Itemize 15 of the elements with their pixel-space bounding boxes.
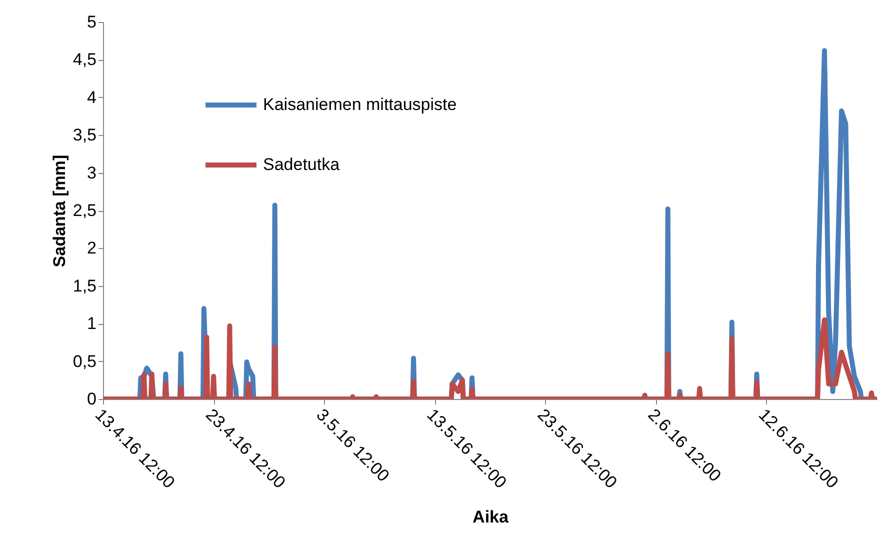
x-axis-title: Aika — [472, 508, 509, 526]
y-tick-label: 2 — [87, 238, 96, 258]
y-tick-label: 2,5 — [72, 201, 96, 220]
y-tick-label: 0,5 — [72, 352, 96, 371]
y-tick-label: 3,5 — [72, 126, 96, 145]
y-tick-label: 0 — [87, 390, 96, 408]
y-tick-label: 4,5 — [72, 50, 96, 70]
legend-label: Kaisaniemen mittauspiste — [263, 95, 457, 114]
y-tick-label: 3 — [87, 163, 96, 182]
y-tick-label: 1,5 — [72, 276, 96, 296]
legend-label: Sadetutka — [263, 155, 340, 174]
y-axis-title: Sadanta [mm] — [50, 154, 69, 268]
y-tick-label: 1 — [87, 314, 96, 334]
y-tick-label: 5 — [87, 12, 96, 32]
y-tick-label: 4 — [87, 88, 96, 107]
